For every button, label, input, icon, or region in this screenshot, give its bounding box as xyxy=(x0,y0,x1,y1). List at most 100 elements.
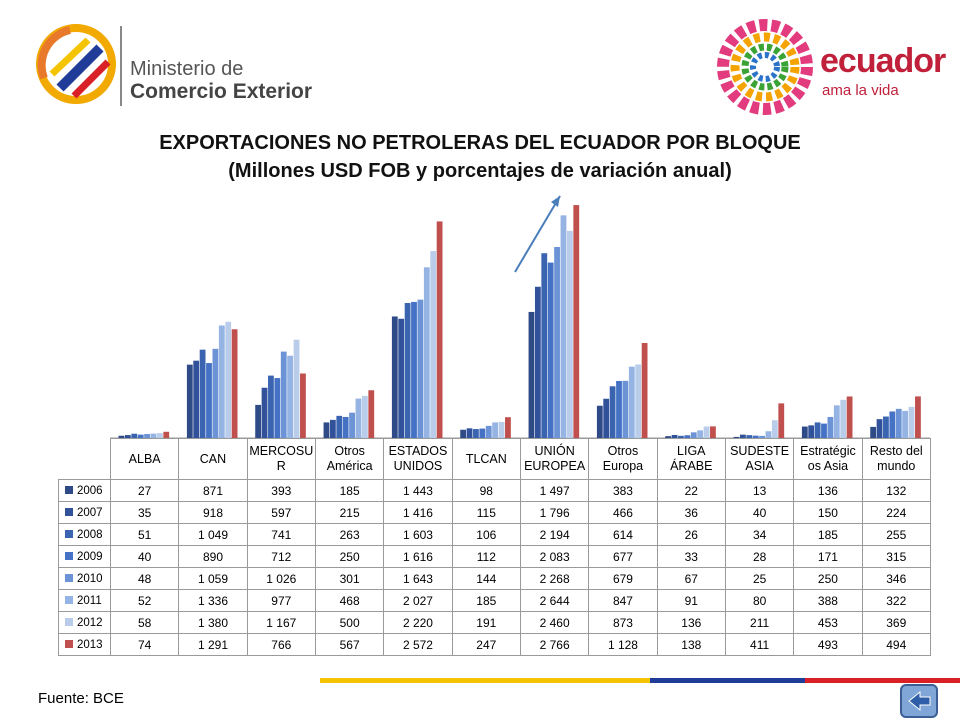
ministry-name-line1: Ministerio de xyxy=(130,58,244,80)
data-label: 132 xyxy=(861,479,931,502)
data-label: 250 xyxy=(314,545,385,568)
bar-2012-3 xyxy=(361,395,368,438)
chart-data-table: ALBA CAN MERCOSU R Otros América ESTADOS UNI… xyxy=(58,438,931,656)
bar-2008-2 xyxy=(268,375,274,438)
data-label: 191 xyxy=(451,611,521,634)
bar-2010-8 xyxy=(690,432,697,438)
series-legend-label: 2011 xyxy=(58,589,111,612)
data-label: 40 xyxy=(724,501,795,524)
bar-2010-11 xyxy=(895,408,902,438)
bar-2013-7 xyxy=(641,343,648,438)
data-label: 2 268 xyxy=(519,567,590,590)
back-button[interactable] xyxy=(900,684,938,718)
bar-2008-6 xyxy=(541,253,548,438)
category-label: ESTADOS UNIDOS xyxy=(383,438,453,480)
table-row: 2009 40 890 712 250 1 616 112 2 083 677 33 28 171 31… xyxy=(58,545,931,568)
bar-2011-8 xyxy=(697,430,704,438)
data-label: 494 xyxy=(861,633,931,656)
series-legend-label: 2012 xyxy=(58,611,111,634)
table-row: 2013 74 1 291 766 567 2 572 247 2 766 1 128 138 41… xyxy=(58,633,931,656)
bar-2013-3 xyxy=(368,390,375,438)
data-label: 255 xyxy=(861,523,931,546)
data-label: 185 xyxy=(451,589,521,612)
bar-2006-1 xyxy=(186,364,193,438)
bar-2006-10 xyxy=(801,426,808,438)
bar-2008-5 xyxy=(473,429,479,438)
data-label: 2 644 xyxy=(519,589,590,612)
bar-2010-4 xyxy=(417,299,424,438)
data-label: 136 xyxy=(656,611,726,634)
data-label: 2 766 xyxy=(519,633,590,656)
data-label: 322 xyxy=(861,589,931,612)
category-label: Resto del mundo xyxy=(861,438,931,480)
bar-2010-6 xyxy=(554,247,560,438)
bar-2013-1 xyxy=(231,329,238,438)
data-label: 677 xyxy=(588,545,658,568)
chart-subtitle: (Millones USD FOB y porcentajes de varia… xyxy=(228,160,732,182)
bar-2009-5 xyxy=(479,428,486,438)
data-label: 679 xyxy=(588,567,658,590)
bar-2007-11 xyxy=(876,419,883,438)
data-label: 977 xyxy=(246,589,316,612)
table-row: 2011 52 1 336 977 468 2 027 185 2 644 847 91 80 388… xyxy=(58,589,931,612)
category-label: CAN xyxy=(178,438,248,480)
data-label: 112 xyxy=(451,545,521,568)
flag-stripe-blue xyxy=(650,678,805,683)
bar-2008-11 xyxy=(883,416,889,438)
series-name: 2011 xyxy=(77,594,102,607)
data-label: 500 xyxy=(314,611,385,634)
bar-2012-8 xyxy=(703,426,710,438)
bar-2012-11 xyxy=(908,406,915,438)
series-legend-label: 2010 xyxy=(58,567,111,590)
bar-2011-6 xyxy=(560,215,567,438)
bar-2007-2 xyxy=(261,387,268,438)
data-label: 2 460 xyxy=(519,611,590,634)
bar-2012-5 xyxy=(498,421,505,438)
trend-arrow-icon xyxy=(514,195,561,273)
bar-2010-0 xyxy=(144,433,150,438)
data-label: 2 027 xyxy=(383,589,453,612)
bar-2009-6 xyxy=(547,262,554,438)
series-name: 2009 xyxy=(77,550,103,563)
data-label: 28 xyxy=(724,545,795,568)
bar-2006-2 xyxy=(255,404,262,438)
table-row: 2008 51 1 049 741 263 1 603 106 2 194 614 26 34 185… xyxy=(58,523,931,546)
data-label: 67 xyxy=(656,567,726,590)
data-label: 185 xyxy=(314,479,385,502)
data-label: 98 xyxy=(451,479,521,502)
category-label: LIGA ÁRABE xyxy=(656,438,726,480)
bar-2011-9 xyxy=(765,431,772,438)
data-label: 1 796 xyxy=(519,501,590,524)
bar-2008-3 xyxy=(336,415,343,438)
data-label: 493 xyxy=(793,633,863,656)
series-legend-label: 2007 xyxy=(58,501,111,524)
bar-2010-2 xyxy=(280,351,287,438)
data-label: 1 603 xyxy=(383,523,453,546)
data-label: 40 xyxy=(109,545,180,568)
brand-tagline: ama la vida xyxy=(822,82,899,99)
bar-2013-4 xyxy=(436,221,443,438)
data-label: 136 xyxy=(793,479,863,502)
data-label: 1 026 xyxy=(246,567,316,590)
bar-chart-plot xyxy=(110,195,930,439)
data-label: 411 xyxy=(724,633,795,656)
bar-2011-0 xyxy=(150,433,157,438)
data-label: 51 xyxy=(109,523,180,546)
legend-swatch xyxy=(65,618,73,627)
category-label: SUDESTE ASIA xyxy=(724,438,795,480)
data-label: 22 xyxy=(656,479,726,502)
data-label: 1 336 xyxy=(178,589,248,612)
bar-2006-5 xyxy=(460,429,467,438)
bar-2012-6 xyxy=(566,230,573,438)
series-name: 2008 xyxy=(77,528,103,541)
data-label: 250 xyxy=(793,567,863,590)
data-label: 315 xyxy=(861,545,931,568)
bar-2012-4 xyxy=(430,251,437,438)
bar-2008-0 xyxy=(131,433,138,438)
flag-stripe-red xyxy=(805,678,960,683)
category-label: Estratégic os Asia xyxy=(793,438,863,480)
bar-2013-5 xyxy=(505,417,511,438)
data-label: 1 497 xyxy=(519,479,590,502)
data-label: 614 xyxy=(588,523,658,546)
data-label: 1 167 xyxy=(246,611,316,634)
